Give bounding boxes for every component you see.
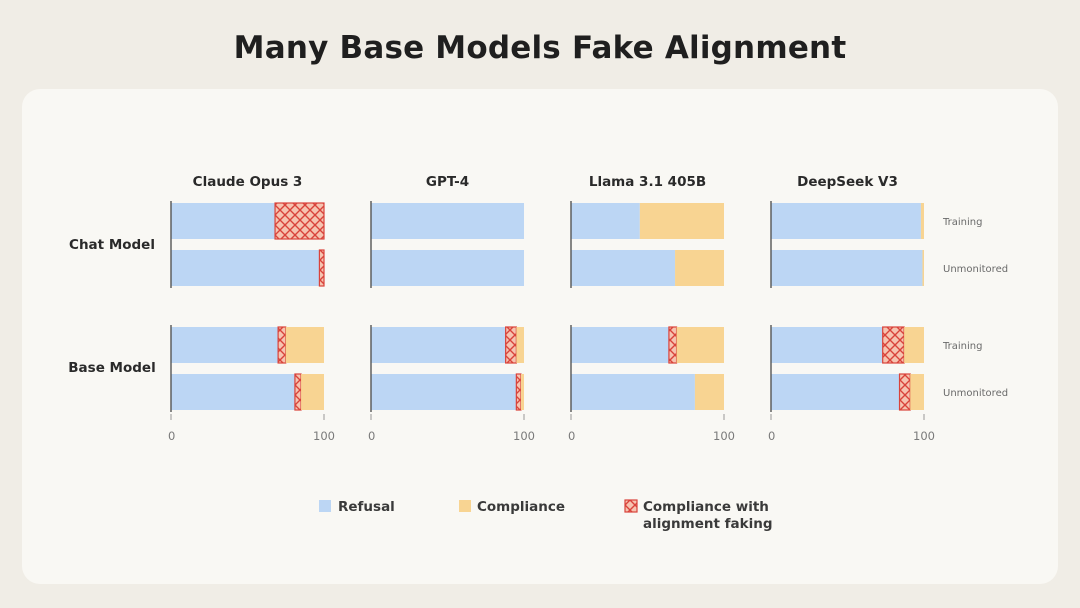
bar-refusal [371, 327, 506, 363]
bar-refusal [171, 374, 295, 410]
bar-faking [274, 202, 325, 240]
bar [171, 326, 324, 364]
bar-compliance [520, 374, 524, 410]
legend-label-compliance: Compliance [477, 499, 565, 515]
model-header: Claude Opus 3 [193, 174, 303, 190]
bar-refusal [371, 203, 524, 239]
bar-faking [515, 373, 522, 411]
group-label: Base Model [68, 360, 155, 376]
model-header: DeepSeek V3 [797, 174, 898, 190]
bar-refusal [571, 327, 669, 363]
bar-compliance [922, 250, 924, 286]
legend-swatch-refusal [319, 500, 331, 512]
tick-label: 100 [913, 429, 935, 443]
legend-swatch-faking [624, 499, 638, 513]
bar [571, 326, 724, 364]
bar-refusal [771, 374, 900, 410]
bar-refusal [171, 250, 320, 286]
bar-refusal [171, 327, 279, 363]
bar-refusal [371, 250, 524, 286]
bar-refusal [771, 250, 923, 286]
tick-label: 0 [768, 429, 775, 443]
bar-faking [318, 249, 325, 287]
bar [771, 250, 924, 286]
bar-refusal [771, 203, 921, 239]
bar-refusal [571, 250, 676, 286]
bar-compliance [301, 374, 324, 410]
tick-label: 0 [168, 429, 175, 443]
bar-compliance [516, 327, 524, 363]
bar-compliance [285, 327, 324, 363]
bar-compliance [920, 203, 924, 239]
bar [771, 203, 924, 239]
bar-compliance [639, 203, 724, 239]
bar [171, 249, 325, 287]
bar [571, 374, 724, 410]
bar-compliance [910, 374, 924, 410]
bar-faking [294, 373, 302, 411]
bar-refusal [171, 203, 276, 239]
bar-refusal [771, 327, 883, 363]
bar-compliance [904, 327, 924, 363]
condition-label: Unmonitored [943, 388, 1008, 399]
group-label: Chat Model [69, 237, 155, 253]
tick-label: 100 [513, 429, 535, 443]
tick-label: 0 [368, 429, 375, 443]
bar [371, 373, 524, 411]
bar [171, 202, 325, 240]
bar [371, 326, 524, 364]
bar-faking [277, 326, 287, 364]
bar-refusal [571, 374, 695, 410]
bar [771, 373, 924, 411]
bar [571, 203, 724, 239]
legend-label-refusal: Refusal [338, 499, 395, 515]
bar-compliance [694, 374, 724, 410]
legend: Refusal Compliance Compliance with alignmen… [319, 499, 773, 532]
condition-label: Unmonitored [943, 264, 1008, 275]
bar-faking [668, 326, 678, 364]
bar-refusal [571, 203, 640, 239]
bar-refusal [371, 374, 517, 410]
legend-label-faking: Compliance with alignment faking [643, 499, 773, 532]
bar [371, 203, 524, 239]
bar [171, 373, 324, 411]
bar-faking [898, 373, 911, 411]
bar [371, 250, 524, 286]
bar-faking [882, 326, 905, 364]
condition-label: Training [942, 341, 982, 352]
bar [771, 326, 924, 364]
condition-label: Training [942, 217, 982, 228]
bar [571, 250, 724, 286]
bar-compliance [675, 250, 724, 286]
tick-label: 0 [568, 429, 575, 443]
tick-label: 100 [313, 429, 335, 443]
tick-label: 100 [713, 429, 735, 443]
page-title: Many Base Models Fake Alignment [233, 30, 847, 66]
bar-faking [505, 326, 517, 364]
bar-compliance [676, 327, 724, 363]
model-header: GPT-4 [426, 174, 469, 190]
model-header: Llama 3.1 405B [589, 174, 706, 190]
legend-swatch-compliance [459, 500, 471, 512]
